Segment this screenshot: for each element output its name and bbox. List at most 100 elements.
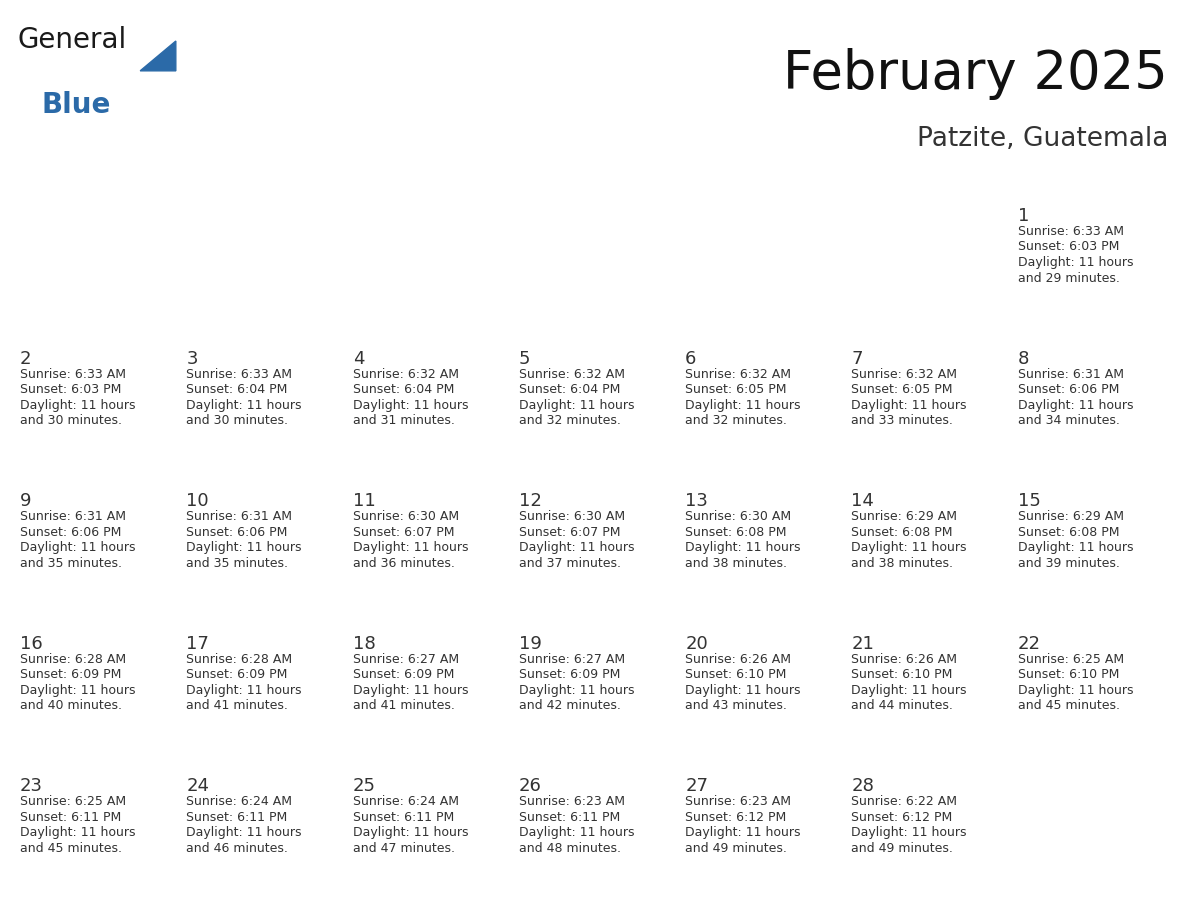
Text: Sunrise: 6:23 AM: Sunrise: 6:23 AM bbox=[519, 795, 625, 809]
Text: Sunrise: 6:32 AM: Sunrise: 6:32 AM bbox=[685, 367, 791, 381]
Text: Sunset: 6:05 PM: Sunset: 6:05 PM bbox=[852, 383, 953, 396]
Text: and 49 minutes.: and 49 minutes. bbox=[852, 842, 953, 855]
Text: Sunset: 6:09 PM: Sunset: 6:09 PM bbox=[20, 668, 121, 681]
Text: Sunrise: 6:32 AM: Sunrise: 6:32 AM bbox=[519, 367, 625, 381]
Text: and 29 minutes.: and 29 minutes. bbox=[1018, 272, 1119, 285]
Text: and 44 minutes.: and 44 minutes. bbox=[852, 700, 953, 712]
Text: and 38 minutes.: and 38 minutes. bbox=[852, 556, 954, 570]
Text: Daylight: 11 hours: Daylight: 11 hours bbox=[519, 542, 634, 554]
Text: and 43 minutes.: and 43 minutes. bbox=[685, 700, 786, 712]
Text: 19: 19 bbox=[519, 635, 542, 653]
Text: and 40 minutes.: and 40 minutes. bbox=[20, 700, 122, 712]
Text: 5: 5 bbox=[519, 350, 530, 367]
Text: February 2025: February 2025 bbox=[783, 48, 1168, 100]
Text: and 45 minutes.: and 45 minutes. bbox=[20, 842, 122, 855]
Text: and 32 minutes.: and 32 minutes. bbox=[685, 414, 786, 427]
Text: Daylight: 11 hours: Daylight: 11 hours bbox=[1018, 256, 1133, 269]
Text: Sunrise: 6:30 AM: Sunrise: 6:30 AM bbox=[353, 510, 459, 523]
Text: Sunset: 6:10 PM: Sunset: 6:10 PM bbox=[685, 668, 786, 681]
Text: 14: 14 bbox=[852, 492, 874, 510]
Text: Sunrise: 6:26 AM: Sunrise: 6:26 AM bbox=[852, 653, 958, 666]
Text: and 34 minutes.: and 34 minutes. bbox=[1018, 414, 1119, 427]
Text: Sunrise: 6:26 AM: Sunrise: 6:26 AM bbox=[685, 653, 791, 666]
Text: and 42 minutes.: and 42 minutes. bbox=[519, 700, 621, 712]
Text: Monday: Monday bbox=[188, 171, 259, 186]
Text: Sunset: 6:03 PM: Sunset: 6:03 PM bbox=[1018, 241, 1119, 253]
Text: Daylight: 11 hours: Daylight: 11 hours bbox=[353, 542, 468, 554]
Text: Sunrise: 6:33 AM: Sunrise: 6:33 AM bbox=[187, 367, 292, 381]
Text: 28: 28 bbox=[852, 778, 874, 795]
Text: Sunset: 6:04 PM: Sunset: 6:04 PM bbox=[353, 383, 454, 396]
Text: Sunset: 6:12 PM: Sunset: 6:12 PM bbox=[685, 811, 786, 823]
Text: Sunset: 6:06 PM: Sunset: 6:06 PM bbox=[187, 526, 287, 539]
Text: Sunset: 6:04 PM: Sunset: 6:04 PM bbox=[519, 383, 620, 396]
Text: Sunrise: 6:30 AM: Sunrise: 6:30 AM bbox=[519, 510, 625, 523]
Text: Sunrise: 6:33 AM: Sunrise: 6:33 AM bbox=[20, 367, 126, 381]
Text: Sunrise: 6:32 AM: Sunrise: 6:32 AM bbox=[353, 367, 459, 381]
Text: 23: 23 bbox=[20, 778, 43, 795]
Text: 21: 21 bbox=[852, 635, 874, 653]
Text: and 35 minutes.: and 35 minutes. bbox=[187, 556, 289, 570]
Text: Daylight: 11 hours: Daylight: 11 hours bbox=[685, 684, 801, 697]
Text: Sunset: 6:11 PM: Sunset: 6:11 PM bbox=[353, 811, 454, 823]
Text: Daylight: 11 hours: Daylight: 11 hours bbox=[519, 826, 634, 839]
Text: Daylight: 11 hours: Daylight: 11 hours bbox=[519, 398, 634, 411]
Text: Friday: Friday bbox=[853, 171, 909, 186]
Text: Daylight: 11 hours: Daylight: 11 hours bbox=[685, 398, 801, 411]
Text: and 32 minutes.: and 32 minutes. bbox=[519, 414, 621, 427]
Text: 4: 4 bbox=[353, 350, 364, 367]
Text: Sunset: 6:11 PM: Sunset: 6:11 PM bbox=[519, 811, 620, 823]
Text: 27: 27 bbox=[685, 778, 708, 795]
Text: Sunset: 6:10 PM: Sunset: 6:10 PM bbox=[852, 668, 953, 681]
Text: Sunrise: 6:30 AM: Sunrise: 6:30 AM bbox=[685, 510, 791, 523]
Text: 20: 20 bbox=[685, 635, 708, 653]
Text: Sunrise: 6:31 AM: Sunrise: 6:31 AM bbox=[1018, 367, 1124, 381]
Text: Sunset: 6:07 PM: Sunset: 6:07 PM bbox=[519, 526, 620, 539]
Text: and 39 minutes.: and 39 minutes. bbox=[1018, 556, 1119, 570]
Text: Sunset: 6:08 PM: Sunset: 6:08 PM bbox=[852, 526, 953, 539]
Text: Sunset: 6:05 PM: Sunset: 6:05 PM bbox=[685, 383, 786, 396]
Text: 8: 8 bbox=[1018, 350, 1029, 367]
Text: Sunrise: 6:25 AM: Sunrise: 6:25 AM bbox=[1018, 653, 1124, 666]
Text: and 30 minutes.: and 30 minutes. bbox=[187, 414, 289, 427]
Text: and 45 minutes.: and 45 minutes. bbox=[1018, 700, 1120, 712]
Text: Tuesday: Tuesday bbox=[354, 171, 428, 186]
Text: and 37 minutes.: and 37 minutes. bbox=[519, 556, 621, 570]
Text: Daylight: 11 hours: Daylight: 11 hours bbox=[852, 684, 967, 697]
Text: Sunrise: 6:31 AM: Sunrise: 6:31 AM bbox=[20, 510, 126, 523]
Text: 12: 12 bbox=[519, 492, 542, 510]
Text: 9: 9 bbox=[20, 492, 32, 510]
Text: Daylight: 11 hours: Daylight: 11 hours bbox=[20, 542, 135, 554]
Text: Sunrise: 6:23 AM: Sunrise: 6:23 AM bbox=[685, 795, 791, 809]
Text: 22: 22 bbox=[1018, 635, 1041, 653]
Text: Daylight: 11 hours: Daylight: 11 hours bbox=[852, 542, 967, 554]
Text: 26: 26 bbox=[519, 778, 542, 795]
Text: Sunrise: 6:22 AM: Sunrise: 6:22 AM bbox=[852, 795, 958, 809]
Text: Sunset: 6:09 PM: Sunset: 6:09 PM bbox=[353, 668, 454, 681]
Text: Sunset: 6:08 PM: Sunset: 6:08 PM bbox=[685, 526, 786, 539]
Text: 24: 24 bbox=[187, 778, 209, 795]
Text: 15: 15 bbox=[1018, 492, 1041, 510]
Text: Daylight: 11 hours: Daylight: 11 hours bbox=[20, 684, 135, 697]
Text: Wednesday: Wednesday bbox=[520, 171, 624, 186]
Text: 18: 18 bbox=[353, 635, 375, 653]
Text: Daylight: 11 hours: Daylight: 11 hours bbox=[187, 542, 302, 554]
Text: Sunrise: 6:33 AM: Sunrise: 6:33 AM bbox=[1018, 225, 1124, 238]
Text: and 49 minutes.: and 49 minutes. bbox=[685, 842, 786, 855]
Text: Sunrise: 6:32 AM: Sunrise: 6:32 AM bbox=[852, 367, 958, 381]
Text: Sunrise: 6:27 AM: Sunrise: 6:27 AM bbox=[353, 653, 459, 666]
Text: Sunset: 6:08 PM: Sunset: 6:08 PM bbox=[1018, 526, 1119, 539]
Text: and 30 minutes.: and 30 minutes. bbox=[20, 414, 122, 427]
Text: Sunrise: 6:31 AM: Sunrise: 6:31 AM bbox=[187, 510, 292, 523]
Text: Sunset: 6:06 PM: Sunset: 6:06 PM bbox=[20, 526, 121, 539]
Text: and 36 minutes.: and 36 minutes. bbox=[353, 556, 455, 570]
Text: and 41 minutes.: and 41 minutes. bbox=[353, 700, 455, 712]
Text: Sunrise: 6:24 AM: Sunrise: 6:24 AM bbox=[353, 795, 459, 809]
Text: Sunday: Sunday bbox=[21, 171, 88, 186]
Text: Sunrise: 6:24 AM: Sunrise: 6:24 AM bbox=[187, 795, 292, 809]
Text: Daylight: 11 hours: Daylight: 11 hours bbox=[519, 684, 634, 697]
Text: and 47 minutes.: and 47 minutes. bbox=[353, 842, 455, 855]
Text: 11: 11 bbox=[353, 492, 375, 510]
Text: Daylight: 11 hours: Daylight: 11 hours bbox=[187, 684, 302, 697]
Text: Sunrise: 6:27 AM: Sunrise: 6:27 AM bbox=[519, 653, 625, 666]
